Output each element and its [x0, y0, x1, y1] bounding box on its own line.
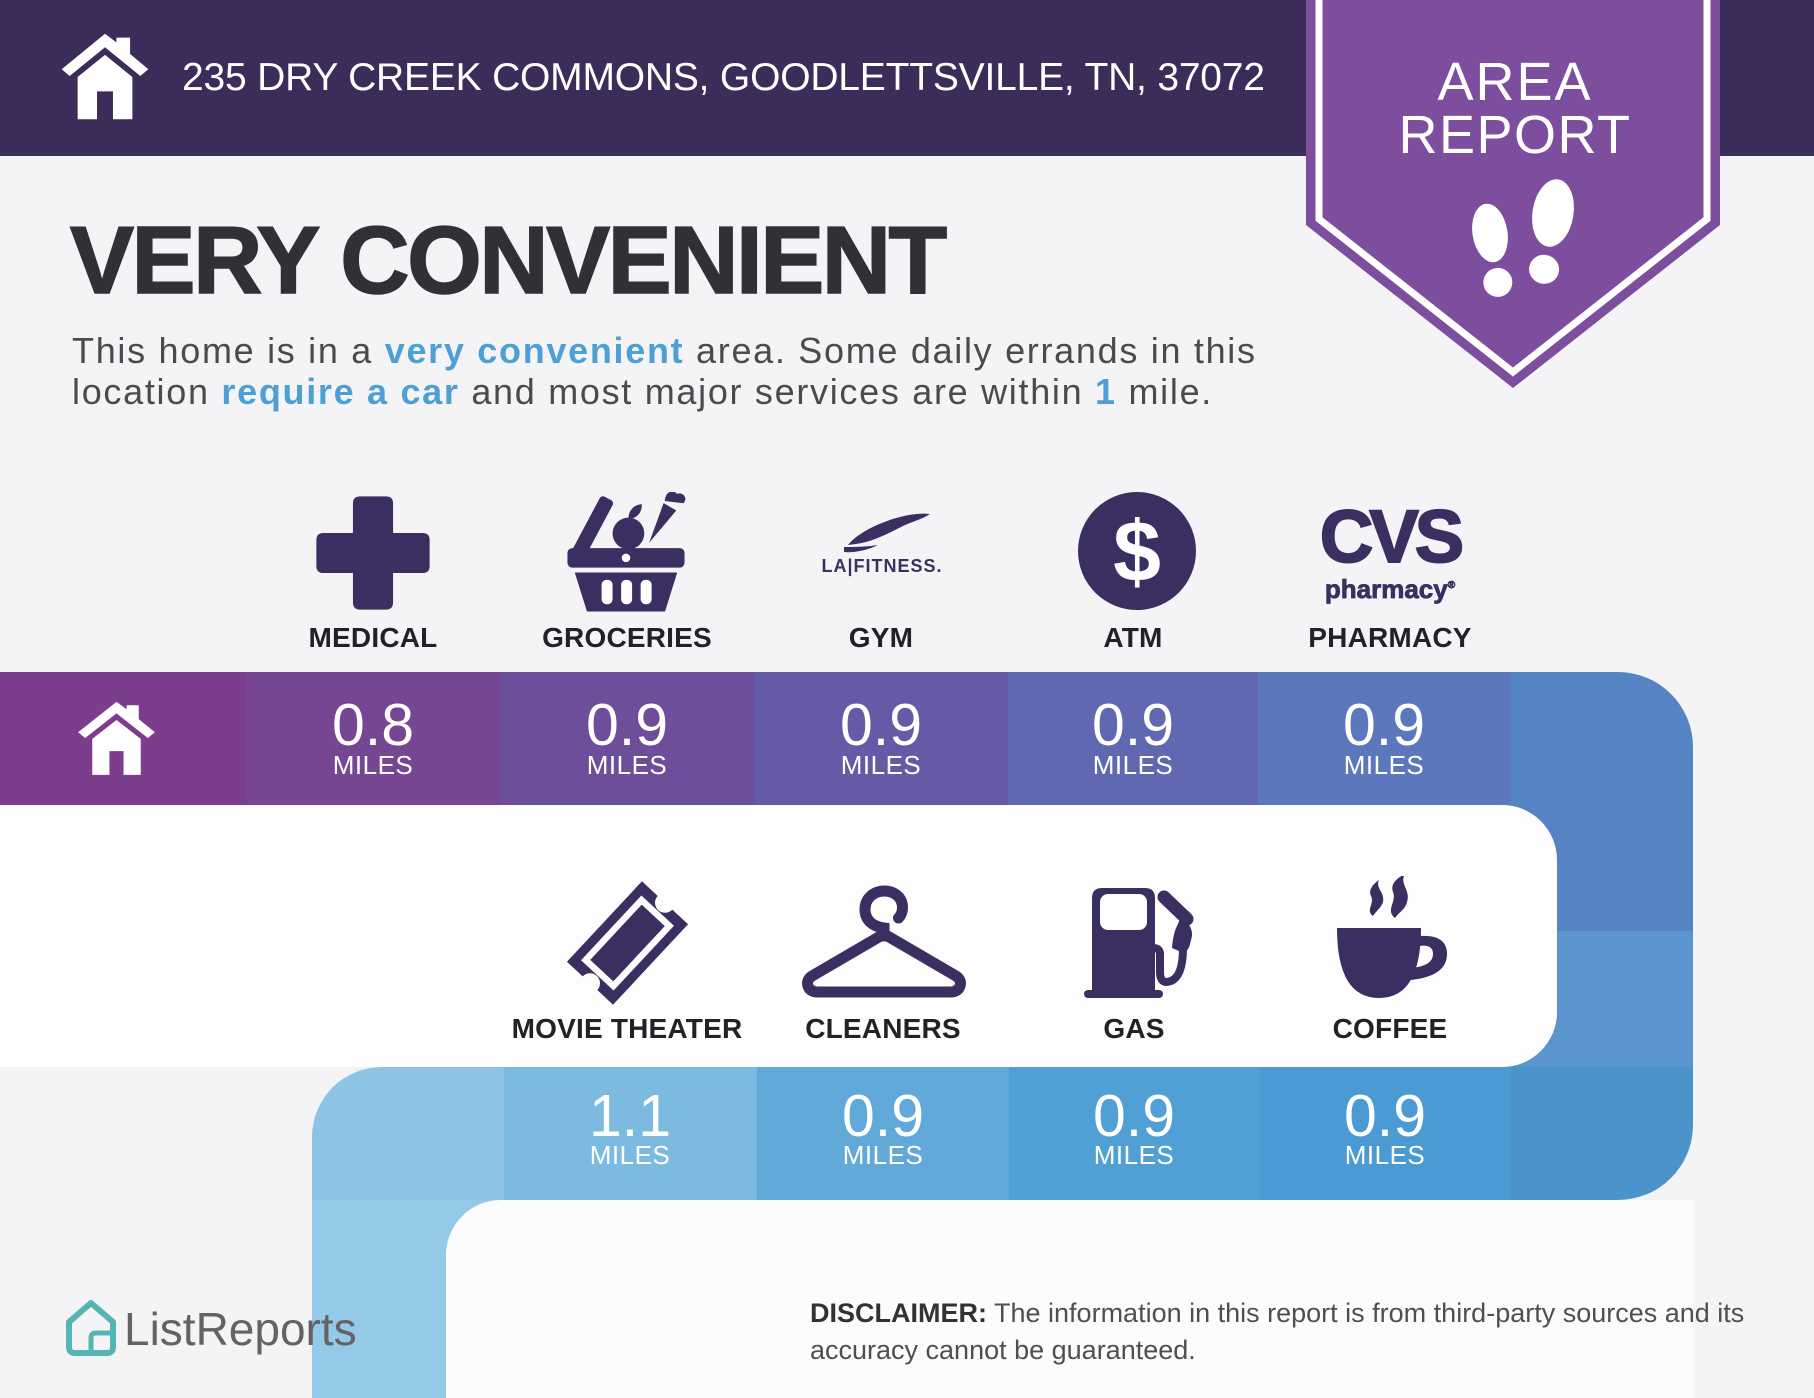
svg-text:REPORT: REPORT — [1398, 105, 1631, 165]
svg-text:$: $ — [1113, 504, 1161, 600]
svg-text:AREA: AREA — [1437, 52, 1592, 112]
svg-text:LA|FITNESS.: LA|FITNESS. — [821, 556, 942, 576]
